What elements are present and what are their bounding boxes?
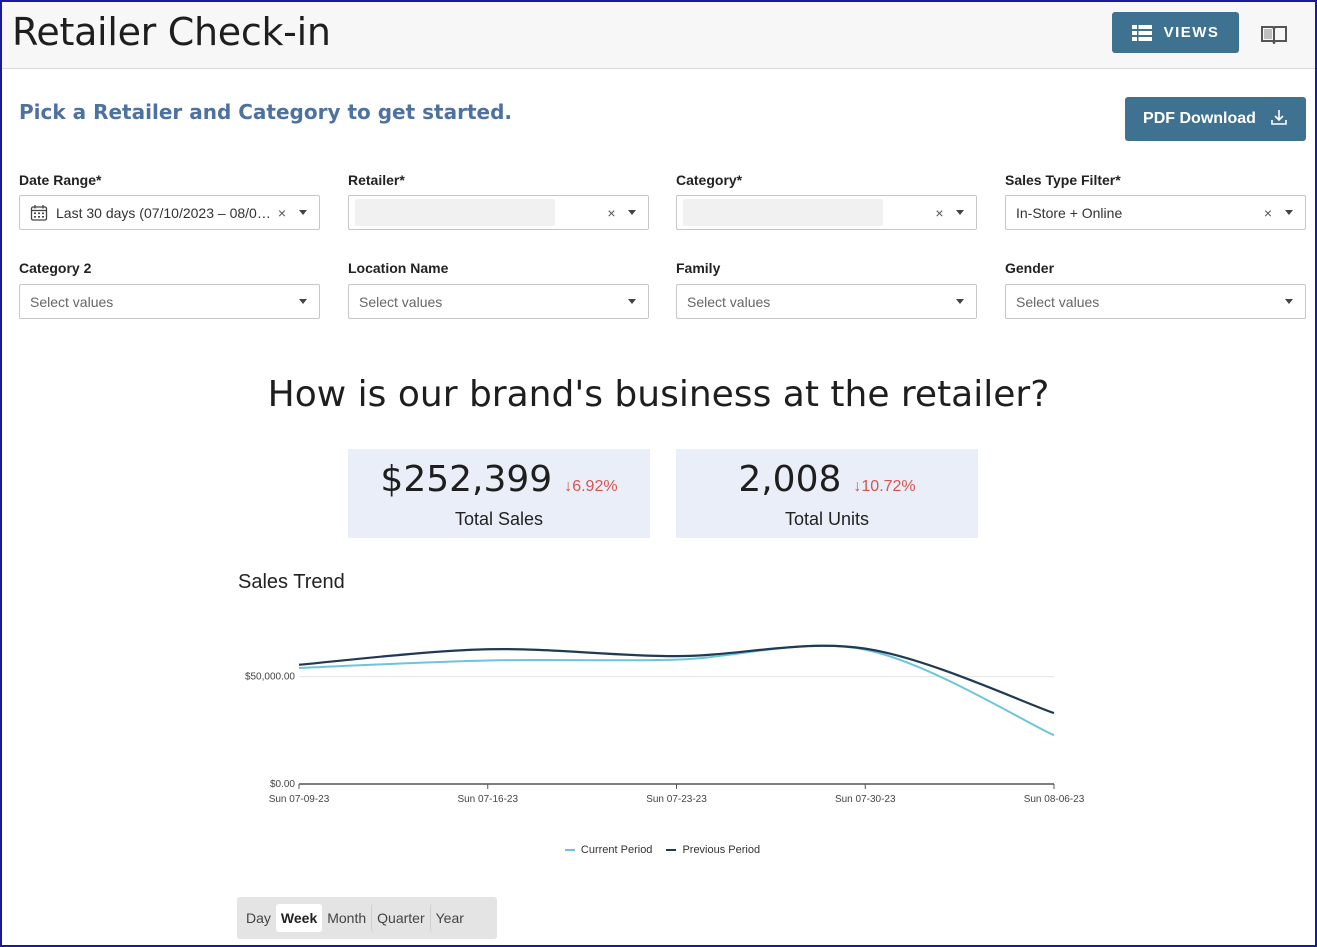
legend-item[interactable]: Previous Period <box>666 844 760 856</box>
chevron-down-icon[interactable] <box>956 210 964 215</box>
sales-type-select[interactable]: In-Store + Online × <box>1005 195 1306 230</box>
x-tick-label: Sun 07-09-23 <box>269 794 330 805</box>
chevron-down-icon[interactable] <box>956 299 964 304</box>
retailer-value <box>355 199 555 226</box>
category2-placeholder: Select values <box>30 293 114 310</box>
date-range-select[interactable]: Last 30 days (07/10/2023 – 08/0… × <box>19 195 320 230</box>
sales-type-clear-icon[interactable]: × <box>1263 204 1273 221</box>
book-icon[interactable] <box>1259 22 1289 46</box>
category2-label: Category 2 <box>19 260 92 276</box>
chart-title: Sales Trend <box>238 571 345 593</box>
legend-item[interactable]: Current Period <box>564 844 653 856</box>
section-heading: How is our brand's business at the retai… <box>267 374 1050 415</box>
legend-swatch <box>564 849 575 851</box>
granularity-toggle: Day Week Month Quarter Year <box>237 897 497 939</box>
x-tick-label: Sun 07-30-23 <box>835 794 896 805</box>
pdf-download-button[interactable]: PDF Download <box>1125 97 1306 141</box>
x-tick-label: Sun 07-23-23 <box>646 794 707 805</box>
intro-subtitle: Pick a Retailer and Category to get star… <box>19 100 512 124</box>
chart-legend: Current Period Previous Period <box>0 844 1317 856</box>
chevron-down-icon[interactable] <box>628 299 636 304</box>
date-range-label: Date Range* <box>19 172 102 188</box>
current-period-line <box>298 644 1055 737</box>
category2-select[interactable]: Select values <box>19 284 320 319</box>
pdf-download-label: PDF Download <box>1143 110 1256 127</box>
category-select[interactable]: × <box>676 195 977 230</box>
calendar-icon <box>30 204 48 222</box>
gender-label: Gender <box>1005 260 1055 276</box>
page-title: Retailer Check-in <box>12 10 331 54</box>
category-clear-icon[interactable]: × <box>935 204 944 221</box>
kpi-change: ↓6.92% <box>564 478 618 495</box>
category-value <box>683 199 883 226</box>
legend-swatch <box>666 849 677 851</box>
category-label: Category* <box>676 172 743 188</box>
granularity-month[interactable]: Month <box>327 910 367 926</box>
previous-period-line <box>298 644 1055 715</box>
download-icon <box>1270 108 1288 131</box>
sales-trend-chart: $0.00 $50,000.00 Sun 07-09-23 Sun 07-16-23 S… <box>245 644 1085 805</box>
chevron-down-icon[interactable] <box>299 210 307 215</box>
top-bar: Retailer Check-in VIEWS <box>2 2 1315 69</box>
granularity-quarter[interactable]: Quarter <box>371 904 429 932</box>
chevron-down-icon[interactable] <box>1285 210 1293 215</box>
gender-placeholder: Select values <box>1016 293 1100 310</box>
y-tick-label: $50,000.00 <box>245 672 295 683</box>
location-label: Location Name <box>348 260 449 276</box>
sales-type-value: In-Store + Online <box>1016 204 1123 221</box>
retailer-select[interactable]: × <box>348 195 649 230</box>
retailer-clear-icon[interactable]: × <box>607 204 616 221</box>
kpi-value: $252,399 <box>380 459 553 500</box>
chevron-down-icon[interactable] <box>1285 299 1293 304</box>
x-tick-label: Sun 08-06-23 <box>1024 794 1085 805</box>
legend-label: Current Period <box>580 844 653 856</box>
y-tick-label: $0.00 <box>270 779 295 790</box>
family-select[interactable]: Select values <box>676 284 977 319</box>
legend-label: Previous Period <box>682 844 761 856</box>
date-range-value: Last 30 days (07/10/2023 – 08/0… <box>56 204 271 221</box>
family-placeholder: Select values <box>687 293 771 310</box>
granularity-year[interactable]: Year <box>429 904 469 932</box>
granularity-day[interactable]: Day <box>246 910 271 926</box>
chevron-down-icon[interactable] <box>299 299 307 304</box>
date-range-clear-icon[interactable]: × <box>277 204 287 221</box>
retailer-label: Retailer* <box>348 172 405 188</box>
kpi-card-sales: $252,399 ↓6.92% Total Sales <box>348 449 650 538</box>
gender-select[interactable]: Select values <box>1005 284 1306 319</box>
kpi-label: Total Units <box>784 509 870 529</box>
kpi-card-units: 2,008 ↓10.72% Total Units <box>676 449 978 538</box>
location-placeholder: Select values <box>359 293 443 310</box>
x-tick-label: Sun 07-16-23 <box>457 794 518 805</box>
kpi-change: ↓10.72% <box>853 478 916 495</box>
chevron-down-icon[interactable] <box>628 210 636 215</box>
views-button-label: VIEWS <box>1163 24 1220 41</box>
location-select[interactable]: Select values <box>348 284 649 319</box>
granularity-week[interactable]: Week <box>275 904 323 932</box>
kpi-label: Total Sales <box>454 509 544 529</box>
table-list-icon <box>1131 24 1152 41</box>
views-button[interactable]: VIEWS <box>1112 12 1239 53</box>
kpi-value: 2,008 <box>738 459 842 500</box>
sales-type-label: Sales Type Filter* <box>1005 172 1121 188</box>
family-label: Family <box>676 260 721 276</box>
